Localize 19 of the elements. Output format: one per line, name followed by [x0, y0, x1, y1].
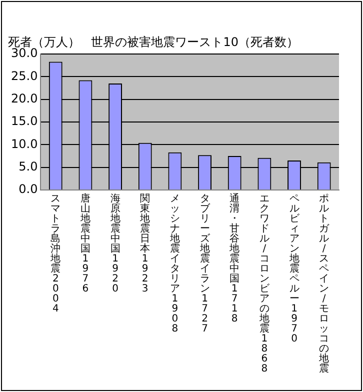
y-tick-label: 25.0	[11, 68, 38, 83]
category-label: スマトラ島沖地震2004	[50, 194, 61, 315]
category-label: タブリーズ地震イラン1727	[200, 194, 210, 335]
y-tick-label: 20.0	[11, 91, 38, 106]
category-label: ペルビィアン地震ペルー1970	[289, 194, 300, 345]
category-label: 関東地震日本1923	[140, 194, 150, 295]
y-tick-label: 0.0	[18, 182, 38, 196]
category-label: 海原地震中国1920	[110, 194, 120, 295]
category-label: ポルトガル/スペイン/モロッコの地震	[319, 194, 330, 375]
y-tick-label: 5.0	[18, 159, 38, 174]
y-axis-title: 死者（万人）	[8, 35, 80, 49]
category-label: 唐山地震中国1976	[80, 194, 90, 295]
y-tick-label: 30.0	[11, 46, 38, 60]
category-label: 通渭・甘谷地震中国1718	[230, 194, 240, 325]
y-tick-label: 10.0	[11, 136, 38, 151]
chart-title: 世界の被害地震ワースト10（死者数）	[91, 35, 298, 49]
y-tick-label: 15.0	[11, 114, 38, 128]
category-label: エクワドル/コロンビアの地震1868	[259, 194, 270, 375]
category-label: メッシナ地震イタリア1908	[170, 194, 180, 335]
